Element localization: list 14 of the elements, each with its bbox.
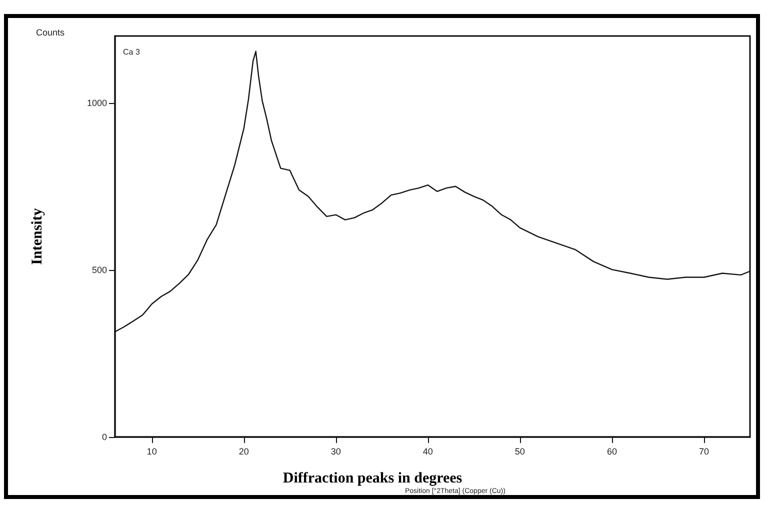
- x-tick-label: 40: [422, 446, 433, 456]
- x-tick-label: 30: [330, 446, 341, 456]
- y-tick-label: 0: [102, 432, 107, 442]
- x-tick-label: 50: [514, 446, 525, 456]
- x-axis-title: Diffraction peaks in degrees: [282, 470, 462, 486]
- x-tick-label: 60: [606, 446, 617, 456]
- y-tick-label: 1000: [86, 98, 107, 108]
- y-axis-title: Intensity: [30, 208, 46, 265]
- y-tick-label: 500: [92, 264, 107, 275]
- text: Counts: [36, 28, 66, 38]
- annotation: Ca 3: [123, 48, 140, 56]
- x-tick-label: 10: [146, 446, 157, 456]
- x-tick-label: 20: [238, 446, 249, 456]
- x-tick-label: 70: [698, 446, 709, 456]
